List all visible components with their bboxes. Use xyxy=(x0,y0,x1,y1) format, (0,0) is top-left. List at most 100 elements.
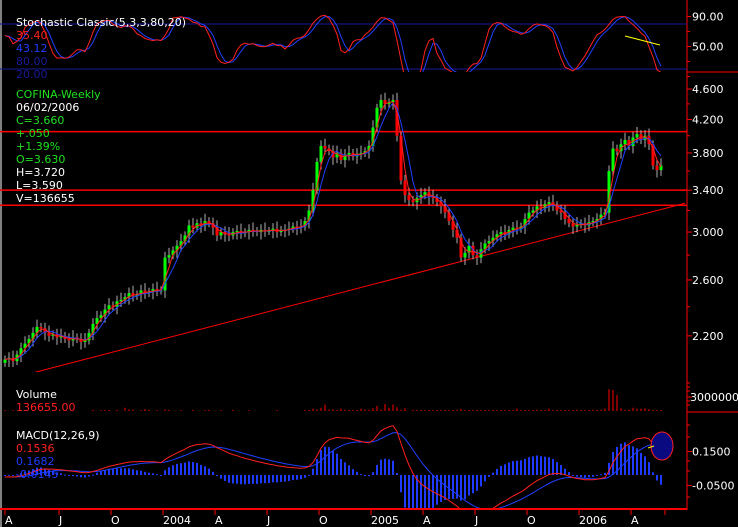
candle-body xyxy=(383,100,387,104)
price-y-tick-label: 2.600 xyxy=(692,274,724,287)
x-tick-label: O xyxy=(319,514,328,527)
candle-body xyxy=(31,332,35,339)
macd-histogram-bar xyxy=(552,459,554,475)
macd-histogram-bar xyxy=(624,442,626,475)
macd-histogram-bar xyxy=(12,475,14,476)
candle-body xyxy=(83,340,87,343)
macd-histogram-bar xyxy=(540,456,542,475)
macd-histogram-bar xyxy=(404,475,406,508)
macd-histogram-bar xyxy=(76,475,78,477)
macd-histogram-bar xyxy=(548,457,550,475)
candle-body xyxy=(611,148,615,172)
macd-histogram-bar xyxy=(588,475,590,478)
macd-histogram-bar xyxy=(52,470,54,475)
x-tick-label: A xyxy=(631,514,639,527)
macd-histogram-bar xyxy=(524,458,526,475)
macd-histogram-bar xyxy=(628,445,630,475)
candle-body xyxy=(451,221,455,230)
macd-histogram-bar xyxy=(396,472,398,475)
macd-histogram-bar xyxy=(368,475,370,477)
candle-body xyxy=(411,200,415,203)
candle-body xyxy=(247,229,251,233)
price-y-tick-label: 4.200 xyxy=(692,113,724,126)
candle-body xyxy=(575,224,579,227)
macd-histogram-bar xyxy=(120,468,122,475)
macd-histogram-bar xyxy=(208,468,210,475)
volume-value: 136655.00 xyxy=(16,401,76,414)
candle-body xyxy=(615,148,619,152)
moving-average-fast xyxy=(4,101,662,361)
candle-body xyxy=(251,229,255,231)
macd-histogram-bar xyxy=(56,472,58,475)
macd-histogram-bar xyxy=(20,473,22,475)
candle-body xyxy=(135,294,139,296)
x-tick-label: 2005 xyxy=(371,514,399,527)
candle-body xyxy=(571,223,575,227)
macd-histogram-bar xyxy=(268,475,270,483)
macd-histogram-bar xyxy=(256,475,258,484)
price-y-tick-label: 3.800 xyxy=(692,147,724,160)
quote-low: L=3.590 xyxy=(16,179,63,192)
macd-histogram-bar xyxy=(68,475,70,476)
stochastic-k-line xyxy=(4,14,662,72)
macd-histogram-bar xyxy=(296,475,298,480)
macd-histogram-bar xyxy=(592,475,594,477)
macd-histogram-bar xyxy=(96,472,98,475)
stochastic-d-value: 43.12 xyxy=(16,42,48,55)
candle-body xyxy=(219,232,223,236)
macd-histogram-bar xyxy=(408,475,410,508)
macd-histogram-bar xyxy=(276,475,278,483)
macd-histogram-bar xyxy=(464,475,466,500)
candle-body xyxy=(303,221,307,227)
macd-histogram-value: -0.0145 xyxy=(16,468,59,481)
macd-histogram-bar xyxy=(252,475,254,484)
candle-body xyxy=(175,245,179,251)
macd-histogram-bar xyxy=(372,472,374,475)
macd-histogram-bar xyxy=(228,475,230,483)
candle-body xyxy=(235,230,239,233)
candle-body xyxy=(439,202,443,207)
macd-histogram-bar xyxy=(156,474,158,476)
macd-histogram-bar xyxy=(456,475,458,499)
candle-body xyxy=(111,305,115,307)
candle-body xyxy=(359,152,363,154)
candle-body xyxy=(495,234,499,238)
candle-body xyxy=(455,229,459,238)
macd-legend: MACD(12,26,9) 0.1536 0.1682 -0.0145 xyxy=(2,416,100,494)
macd-histogram-bar xyxy=(572,475,574,476)
macd-histogram-bar xyxy=(468,475,470,496)
macd-histogram-bar xyxy=(352,469,354,475)
macd-y-tick-label: -0.0500 xyxy=(692,480,734,493)
macd-histogram-bar xyxy=(564,468,566,475)
macd-histogram-bar xyxy=(72,475,74,477)
moving-average-slow xyxy=(4,101,662,361)
macd-histogram-bar xyxy=(448,475,450,500)
macd-line xyxy=(4,425,662,508)
stochastic-annotation-line xyxy=(624,35,661,46)
macd-histogram-bar xyxy=(148,472,150,475)
macd-histogram-bar xyxy=(152,473,154,475)
macd-histogram-bar xyxy=(400,475,402,493)
candle-body xyxy=(375,107,379,128)
macd-histogram-bar xyxy=(304,475,306,478)
candle-body xyxy=(19,348,23,355)
macd-histogram-bar xyxy=(220,475,222,479)
macd-histogram-bar xyxy=(536,455,538,475)
x-tick-label: A xyxy=(5,514,13,527)
macd-histogram-bar xyxy=(264,475,266,484)
candle-body xyxy=(179,241,183,246)
macd-histogram-bar xyxy=(140,470,142,475)
candle-body xyxy=(107,305,111,310)
macd-histogram-bar xyxy=(488,475,490,477)
quote-high: H=3.720 xyxy=(16,166,65,179)
macd-histogram-bar xyxy=(16,474,18,476)
candle-body xyxy=(555,205,559,211)
macd-histogram-bar xyxy=(204,466,206,475)
x-tick-label: O xyxy=(527,514,536,527)
stochastic-title: Stochastic Classic(5,3,3,80,20) xyxy=(16,16,187,29)
volume-y-tick-label: 3000000 xyxy=(690,391,738,404)
candle-body xyxy=(475,255,479,258)
macd-histogram-bar xyxy=(472,475,474,494)
macd-histogram-bar xyxy=(280,475,282,482)
macd-histogram-bar xyxy=(124,468,126,475)
